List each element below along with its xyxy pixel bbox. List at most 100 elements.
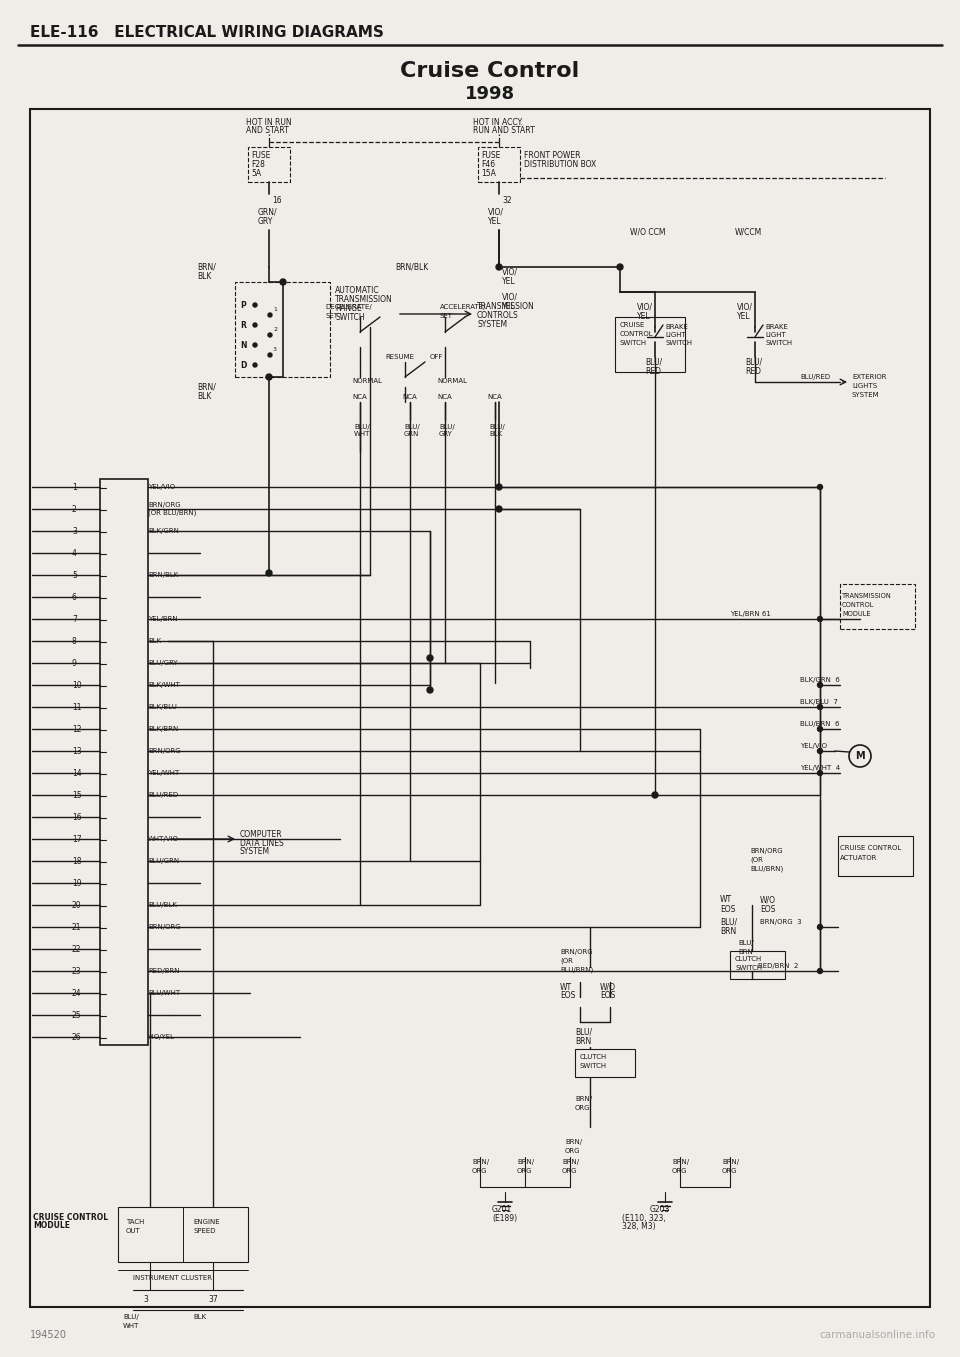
Text: 18: 18 <box>72 856 82 866</box>
Text: RESUME: RESUME <box>385 354 414 360</box>
Text: COMPUTER: COMPUTER <box>240 829 282 839</box>
Text: YEL/WHT: YEL/WHT <box>148 769 180 776</box>
Text: 328, M3): 328, M3) <box>622 1223 656 1232</box>
Text: BRN/ORG  3: BRN/ORG 3 <box>760 919 802 925</box>
Bar <box>838 836 913 877</box>
Text: CRUISE: CRUISE <box>620 322 645 328</box>
Text: CLUTCH: CLUTCH <box>735 955 762 962</box>
Text: 23: 23 <box>72 966 82 976</box>
Text: SET: SET <box>325 313 338 319</box>
Text: FUSE: FUSE <box>481 151 500 160</box>
Text: BRN/: BRN/ <box>562 1159 579 1166</box>
Text: BLU/: BLU/ <box>575 1027 592 1037</box>
Text: BRAKE: BRAKE <box>665 324 688 330</box>
Text: RED/BRN  2: RED/BRN 2 <box>758 963 799 969</box>
Text: 37: 37 <box>208 1296 218 1304</box>
Text: INSTRUMENT CLUSTER: INSTRUMENT CLUSTER <box>133 1276 212 1281</box>
Text: GRY: GRY <box>258 217 274 225</box>
Text: SWITCH: SWITCH <box>620 341 647 346</box>
Circle shape <box>818 683 823 688</box>
Text: 3: 3 <box>273 346 277 351</box>
Text: BRN/ORG: BRN/ORG <box>560 949 592 955</box>
Bar <box>30 109 930 1307</box>
Circle shape <box>617 265 623 270</box>
Bar <box>615 318 685 372</box>
Text: 19: 19 <box>72 878 82 887</box>
Text: SYSTEM: SYSTEM <box>852 392 879 398</box>
Text: (OR: (OR <box>560 958 573 965</box>
Text: WT: WT <box>720 896 732 905</box>
Bar <box>575 1049 635 1077</box>
Text: RUN AND START: RUN AND START <box>473 125 535 134</box>
Text: ORG: ORG <box>517 1168 533 1174</box>
Text: ELE-116   ELECTRICAL WIRING DIAGRAMS: ELE-116 ELECTRICAL WIRING DIAGRAMS <box>30 24 384 39</box>
Text: RED: RED <box>645 366 661 376</box>
Text: ORG: ORG <box>672 1168 687 1174</box>
Circle shape <box>496 265 502 270</box>
Text: VIO/: VIO/ <box>737 303 753 312</box>
Circle shape <box>268 353 272 357</box>
Text: EOS: EOS <box>720 905 735 913</box>
Text: ORG: ORG <box>472 1168 488 1174</box>
Text: BLK: BLK <box>193 1314 206 1320</box>
Bar <box>118 1206 248 1262</box>
Bar <box>840 584 915 630</box>
Text: VIO/: VIO/ <box>637 303 653 312</box>
Text: DATA LINES: DATA LINES <box>240 839 284 848</box>
Text: 16: 16 <box>72 813 82 821</box>
Text: 1: 1 <box>72 483 77 491</box>
Text: 21: 21 <box>72 923 82 931</box>
Circle shape <box>280 280 286 285</box>
Text: W/O: W/O <box>760 896 776 905</box>
Text: SWITCH: SWITCH <box>765 341 792 346</box>
Text: BRN/: BRN/ <box>517 1159 534 1166</box>
Text: BRN/: BRN/ <box>472 1159 490 1166</box>
Text: 32: 32 <box>502 195 512 205</box>
Text: NCA: NCA <box>437 394 452 400</box>
Text: BLU/BRN): BLU/BRN) <box>560 966 593 973</box>
Text: carmanualsonline.info: carmanualsonline.info <box>819 1330 935 1339</box>
Text: BRN/ORG: BRN/ORG <box>148 748 180 754</box>
Circle shape <box>818 924 823 930</box>
Text: BRN/: BRN/ <box>565 1139 582 1145</box>
Text: NORMAL: NORMAL <box>437 379 467 384</box>
Circle shape <box>818 616 823 622</box>
Text: BLK/GRN  6: BLK/GRN 6 <box>800 677 840 683</box>
Text: ACTUATOR: ACTUATOR <box>840 855 877 860</box>
Text: CRUISE CONTROL: CRUISE CONTROL <box>840 845 901 851</box>
Text: CONTROLS: CONTROLS <box>477 311 518 319</box>
Text: SYSTEM: SYSTEM <box>477 319 507 328</box>
Text: YEL/VIO: YEL/VIO <box>148 484 175 490</box>
Text: R: R <box>240 320 246 330</box>
Text: 13: 13 <box>72 746 82 756</box>
Text: BRN: BRN <box>720 927 736 935</box>
Circle shape <box>253 323 257 327</box>
Text: 4: 4 <box>72 548 77 558</box>
Text: YEL: YEL <box>502 301 516 311</box>
Text: 9: 9 <box>72 658 77 668</box>
Text: P: P <box>240 300 246 309</box>
Text: 1998: 1998 <box>465 85 516 103</box>
Text: AND START: AND START <box>246 125 289 134</box>
Text: DISTRIBUTION BOX: DISTRIBUTION BOX <box>524 160 596 168</box>
Text: D: D <box>240 361 247 369</box>
Text: 3: 3 <box>143 1296 148 1304</box>
Text: SYSTEM: SYSTEM <box>240 848 270 856</box>
Text: 26: 26 <box>72 1033 82 1042</box>
Text: BRN/BLK: BRN/BLK <box>148 573 179 578</box>
Text: 1: 1 <box>273 307 276 312</box>
Bar <box>730 951 785 978</box>
Text: BLU/: BLU/ <box>123 1314 139 1320</box>
Text: BLK/BLU: BLK/BLU <box>148 704 177 710</box>
Text: W/CCM: W/CCM <box>735 228 762 236</box>
Text: BLK: BLK <box>197 392 211 400</box>
Text: BRN/: BRN/ <box>197 262 216 271</box>
Text: 194520: 194520 <box>30 1330 67 1339</box>
Text: BLK/BRN: BLK/BRN <box>148 726 179 731</box>
Text: 5A: 5A <box>251 168 261 178</box>
Text: 25: 25 <box>72 1011 82 1019</box>
Text: BLU/: BLU/ <box>745 357 762 366</box>
Text: RED: RED <box>745 366 761 376</box>
Text: SWITCH: SWITCH <box>735 965 762 972</box>
Text: SET: SET <box>440 313 453 319</box>
